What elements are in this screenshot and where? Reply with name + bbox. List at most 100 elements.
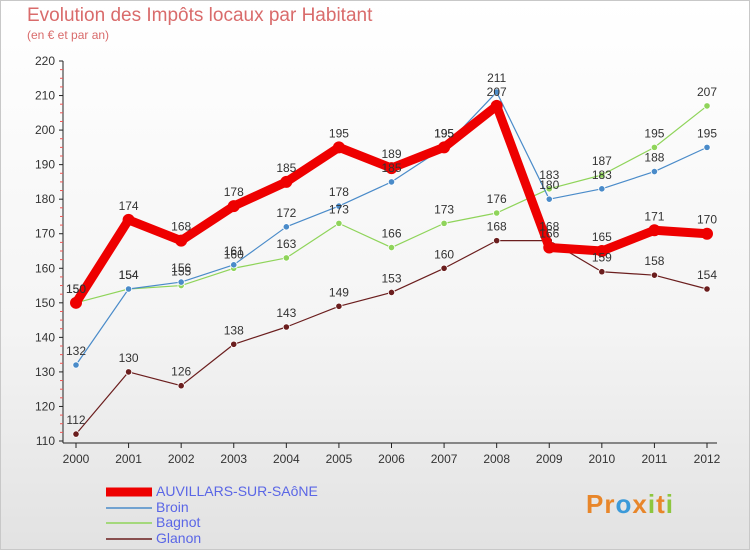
data-point [598, 268, 606, 276]
data-point [598, 171, 606, 179]
data-label: 185 [276, 161, 296, 175]
data-point [545, 185, 553, 193]
data-label: 150 [66, 282, 86, 296]
data-label: 149 [329, 285, 349, 299]
data-point [648, 224, 661, 237]
data-point [72, 361, 80, 369]
data-point [124, 285, 133, 293]
data-point [490, 99, 503, 112]
logo-letter: i [665, 489, 674, 519]
data-label: 143 [276, 306, 296, 320]
series-glanon [72, 237, 711, 438]
logo-letter: i [647, 489, 657, 519]
data-point [335, 219, 343, 227]
data-point [72, 430, 80, 438]
y-tick-label: 200 [35, 123, 55, 137]
data-label: 195 [434, 126, 454, 140]
data-point [545, 195, 553, 203]
data-label: 160 [224, 247, 244, 261]
data-point [650, 271, 659, 279]
x-tick-label: 2003 [220, 452, 247, 466]
legend [106, 487, 152, 540]
y-tick-label: 110 [36, 434, 55, 448]
data-label: 195 [644, 126, 664, 140]
data-point [543, 241, 556, 254]
data-point [280, 175, 293, 188]
data-label: 166 [539, 227, 559, 241]
series-layer [70, 88, 713, 438]
proxiti-logo: Proxiti [586, 489, 674, 520]
data-label: 163 [276, 237, 296, 251]
data-point [335, 302, 343, 310]
logo-letter: x [632, 489, 648, 519]
data-label: 195 [434, 126, 454, 140]
data-label: 130 [119, 351, 139, 365]
data-label: 173 [434, 202, 454, 216]
data-point [438, 141, 451, 154]
data-point [650, 167, 659, 176]
y-tick-label: 130 [35, 365, 55, 379]
series-auvillars-sur-sa-ne [70, 99, 713, 309]
legend-label: Bagnot [156, 514, 201, 530]
data-label: 187 [592, 154, 612, 168]
x-tick-label: 2006 [378, 452, 405, 466]
x-tick-label: 2011 [642, 452, 668, 466]
legend-label: Broin [156, 499, 189, 515]
y-tick-label: 170 [35, 227, 55, 241]
logo-letter: t [656, 489, 666, 519]
data-point [385, 162, 398, 175]
data-point [493, 209, 501, 217]
data-label: 158 [644, 254, 664, 268]
data-point [440, 264, 448, 272]
data-label: 156 [171, 261, 191, 275]
data-point [598, 185, 606, 193]
data-point [703, 143, 711, 151]
data-point [332, 141, 345, 154]
logo-letter: P [586, 489, 605, 519]
x-tick-label: 2001 [115, 452, 142, 466]
chart-axes: 110 120 130 140 150 160 170 180 190 200 210 220 2000… [35, 54, 721, 466]
data-label: 159 [592, 251, 612, 265]
data-point [493, 237, 501, 245]
data-point [230, 340, 238, 348]
data-label: 168 [539, 220, 559, 234]
data-point [282, 323, 290, 331]
data-label: 178 [329, 185, 349, 199]
data-label: 180 [539, 178, 559, 192]
data-label: 207 [697, 85, 717, 99]
data-label: 173 [329, 202, 349, 216]
y-tick-label: 160 [35, 261, 55, 275]
data-label: 189 [381, 147, 401, 161]
x-tick-label: 2002 [168, 452, 195, 466]
data-point [124, 368, 133, 376]
x-tick-label: 2007 [431, 452, 458, 466]
data-label: 195 [329, 126, 349, 140]
data-label: 172 [276, 206, 296, 220]
data-label: 195 [697, 126, 717, 140]
data-point [122, 213, 135, 226]
data-label: 126 [171, 365, 191, 379]
legend-label: AUVILLARS-SUR-SAôNE [156, 483, 318, 499]
data-label: 171 [644, 209, 664, 223]
data-labels: 112 130 126 138 143 149 153 160 168 168 159 158 154 1… [66, 71, 717, 427]
data-label: 138 [224, 323, 244, 337]
chart-title: Evolution des Impôts locaux par Habitant [27, 5, 373, 26]
data-label: 178 [224, 185, 244, 199]
data-point [703, 102, 711, 110]
data-label: 207 [487, 85, 507, 99]
data-label: 183 [539, 168, 559, 182]
data-label: 188 [644, 151, 664, 165]
data-label: 211 [487, 71, 506, 85]
data-point [440, 219, 448, 227]
data-point [230, 261, 238, 269]
data-label: 155 [171, 265, 191, 279]
data-point [70, 296, 82, 309]
data-label: 170 [697, 213, 717, 227]
x-tick-label: 2004 [273, 452, 300, 466]
data-point [227, 200, 240, 213]
data-label: 166 [381, 227, 401, 241]
series-broin [72, 88, 711, 369]
y-tick-label: 140 [35, 330, 55, 344]
data-label: 154 [119, 268, 139, 282]
data-point [650, 143, 659, 151]
